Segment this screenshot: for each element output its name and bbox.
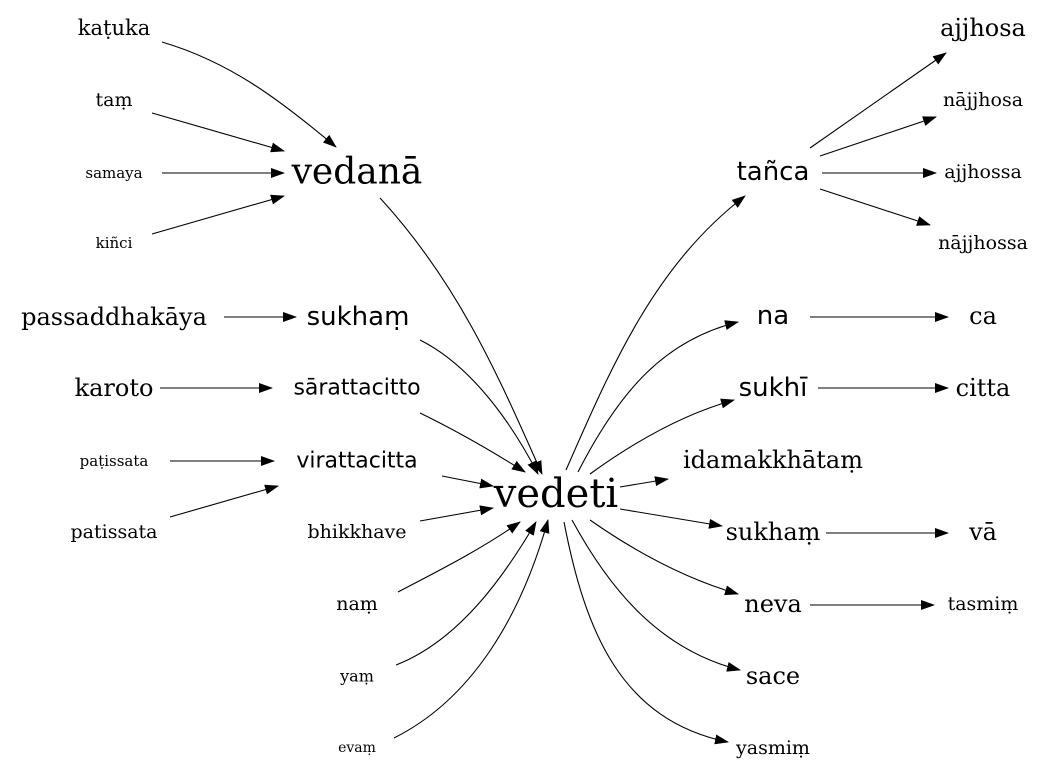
edge-tanca-najjhosa bbox=[819, 116, 937, 157]
node-sace: sace bbox=[746, 662, 800, 690]
node-citta: citta bbox=[956, 374, 1011, 402]
node-kinci: kiñci bbox=[96, 234, 133, 252]
node-tasmim: tasmiṃ bbox=[948, 593, 1019, 615]
node-najjhosa: nājjhosa bbox=[943, 89, 1023, 111]
node-tam: taṃ bbox=[96, 89, 133, 111]
edge-vedana-vedeti bbox=[379, 197, 543, 475]
edge-vedeti-tanca bbox=[565, 195, 746, 471]
node-sukham-right: sukhaṃ bbox=[726, 518, 821, 546]
edge-tam-vedana bbox=[151, 112, 285, 153]
edge-katuka-vedana bbox=[161, 41, 337, 148]
edge-tanca-najjhossa bbox=[819, 188, 931, 226]
node-passaddhakaya: passaddhakāya bbox=[21, 303, 207, 331]
node-sukhi: sukhī bbox=[739, 373, 809, 403]
edge-vedeti-sukhi bbox=[589, 398, 735, 475]
edge-bhikkhave-vedeti bbox=[419, 505, 494, 522]
node-samaya: samaya bbox=[85, 164, 142, 182]
edge-virattacitta-vedeti bbox=[441, 475, 494, 489]
node-yasmim: yasmiṃ bbox=[735, 737, 810, 759]
node-vedeti: vedeti bbox=[493, 471, 618, 517]
node-na: na bbox=[757, 301, 789, 331]
edge-vedeti-yasmim bbox=[563, 521, 729, 745]
node-najjhossa: nājjhossa bbox=[938, 232, 1028, 254]
node-patissata: patissata bbox=[71, 521, 158, 543]
edge-yam-vedeti bbox=[395, 521, 537, 666]
node-vedana: vedanā bbox=[291, 152, 423, 193]
node-karoto: karoto bbox=[75, 374, 154, 402]
node-va: vā bbox=[968, 518, 997, 546]
node-ca: ca bbox=[969, 302, 997, 330]
edge-tanca-ajjhosa bbox=[809, 52, 947, 149]
node-katuka: kaṭuka bbox=[78, 16, 150, 40]
edge-nam-vedeti bbox=[397, 521, 521, 593]
node-sukham-left: sukhaṃ bbox=[307, 302, 410, 332]
nodes: kaṭuka taṃ samaya kiñci vedanā passaddha… bbox=[21, 14, 1028, 759]
edge-evam-vedeti bbox=[393, 519, 550, 739]
node-ajjhossa: ajjhossa bbox=[944, 161, 1022, 183]
edge-sarattacitto-vedeti bbox=[419, 412, 526, 473]
node-evam: evaṃ bbox=[338, 740, 376, 756]
edge-vedeti-neva bbox=[589, 519, 739, 596]
node-nam: naṃ bbox=[336, 593, 378, 615]
node-sarattacitto: sārattacitto bbox=[293, 376, 420, 401]
node-virattacitta: virattacitta bbox=[296, 449, 417, 474]
node-neva: neva bbox=[744, 590, 802, 618]
edge-kinci-vedana bbox=[151, 194, 285, 235]
edges bbox=[151, 41, 949, 745]
node-patissata-dot: paṭissata bbox=[80, 452, 149, 470]
edge-sukham-vedeti bbox=[419, 339, 539, 475]
node-idamakkhatam: idamakkhātaṃ bbox=[683, 446, 863, 474]
edge-vedeti-na bbox=[577, 320, 739, 473]
edge-vedeti-sace bbox=[571, 519, 741, 672]
edge-patissata-virattacitta bbox=[169, 484, 279, 518]
node-tanca: tañca bbox=[737, 157, 810, 187]
node-bhikkhave: bhikkhave bbox=[307, 521, 406, 543]
node-ajjhosa: ajjhosa bbox=[940, 14, 1026, 42]
edge-vedeti-sukham bbox=[619, 508, 723, 529]
node-yam: yaṃ bbox=[339, 667, 374, 686]
edge-vedeti-idamakkhatam bbox=[619, 476, 669, 488]
